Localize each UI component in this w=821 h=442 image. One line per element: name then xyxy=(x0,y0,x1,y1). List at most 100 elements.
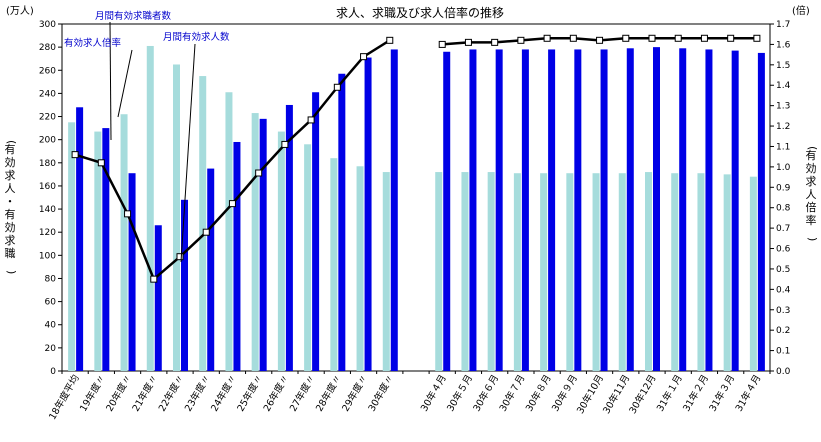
bar-job-openings xyxy=(259,118,267,371)
ratio-marker xyxy=(228,200,236,208)
bar-job-seekers xyxy=(68,122,76,371)
bar-job-openings xyxy=(207,168,215,371)
bar-job-openings xyxy=(128,173,136,371)
bar-job-seekers xyxy=(120,114,128,371)
bar-job-openings xyxy=(731,50,739,371)
left-tick-label: 220 xyxy=(39,113,56,123)
bar-job-openings xyxy=(574,49,582,372)
category-label: 23年度〃 xyxy=(182,373,213,414)
category-label: 29年度〃 xyxy=(339,373,370,414)
ratio-marker xyxy=(307,116,315,124)
bar-job-seekers xyxy=(225,92,233,371)
category-label: 30年６月 xyxy=(471,372,502,413)
ratio-marker xyxy=(753,34,761,42)
right-tick-label: 0.2 xyxy=(776,326,790,336)
bar-job-openings xyxy=(469,49,477,372)
bar-job-openings xyxy=(233,141,241,371)
bar-job-openings xyxy=(181,199,188,371)
left-tick-label: 140 xyxy=(39,205,56,215)
category-label: 30年４月 xyxy=(418,373,449,414)
annotation-leader xyxy=(117,49,133,118)
ratio-marker xyxy=(386,36,394,44)
bar-job-openings xyxy=(521,49,529,372)
left-tick-label: 100 xyxy=(39,251,56,261)
bar-job-seekers xyxy=(382,172,390,371)
ratio-marker xyxy=(674,34,682,42)
bar-job-seekers xyxy=(618,173,626,371)
bar-job-seekers xyxy=(94,131,102,371)
annotation-leader xyxy=(180,43,196,263)
category-label: 30年９月 xyxy=(549,373,580,414)
right-tick-label: 1.2 xyxy=(776,122,790,132)
ratio-marker xyxy=(464,38,472,46)
ratio-marker xyxy=(622,34,630,42)
bar-job-seekers xyxy=(146,45,154,372)
ratio-marker xyxy=(333,83,341,91)
bar-job-seekers xyxy=(566,173,574,371)
category-label: 27年度〃 xyxy=(287,373,318,414)
ratio-marker xyxy=(97,159,105,167)
ratio-marker xyxy=(176,253,184,261)
bar-job-seekers xyxy=(645,172,652,371)
bar-job-openings xyxy=(679,48,687,371)
bar-job-seekers xyxy=(697,173,705,371)
ratio-marker xyxy=(71,151,79,159)
right-tick-label: 1.5 xyxy=(776,61,790,71)
bar-job-openings xyxy=(495,49,503,372)
bar-job-openings xyxy=(364,57,372,371)
right-axis-title: (有効求人倍率) xyxy=(806,146,819,241)
category-label: 18年度平均 xyxy=(46,373,81,422)
bar-job-seekers xyxy=(356,166,364,371)
left-unit-label: (万人) xyxy=(6,5,34,17)
right-tick-label: 0.1 xyxy=(776,347,790,357)
category-label: 30年８月 xyxy=(523,373,554,414)
right-tick-label: 0.9 xyxy=(776,183,791,193)
left-axis-title: (有効求人・有効求職) xyxy=(5,140,18,274)
left-tick-label: 20 xyxy=(45,344,57,354)
left-tick-label: 260 xyxy=(39,66,56,76)
right-tick-label: 0.5 xyxy=(776,265,790,275)
bar-job-openings xyxy=(102,128,110,371)
category-label: 31年１月 xyxy=(654,373,685,414)
category-label: 22年度〃 xyxy=(156,373,187,414)
chart-title: 求人、求職及び求人倍率の推移 xyxy=(336,5,504,20)
bar-job-seekers xyxy=(513,173,521,371)
bar-job-seekers xyxy=(749,176,757,371)
bar-job-openings xyxy=(600,49,608,372)
bar-job-seekers xyxy=(304,144,312,371)
ratio-marker xyxy=(727,34,735,42)
bar-job-openings xyxy=(312,92,320,371)
left-tick-label: 60 xyxy=(45,298,57,308)
right-tick-label: 1.0 xyxy=(776,163,791,173)
bar-job-seekers xyxy=(487,172,495,371)
ratio-marker xyxy=(150,275,158,283)
category-label: 31年２月 xyxy=(680,373,711,414)
right-tick-label: 1.3 xyxy=(776,102,790,112)
bar-job-openings xyxy=(285,104,293,371)
ratio-marker xyxy=(596,36,604,44)
right-tick-label: 1.1 xyxy=(776,142,790,152)
category-label: 24年度〃 xyxy=(208,373,239,414)
category-label: 30年７月 xyxy=(497,373,528,414)
left-tick-label: 300 xyxy=(39,20,56,30)
right-tick-label: 0.7 xyxy=(776,224,790,234)
category-label: 30年度〃 xyxy=(366,373,397,414)
right-unit-label: (倍) xyxy=(792,4,810,17)
left-tick-label: 280 xyxy=(39,43,56,53)
bar-job-seekers xyxy=(199,76,207,372)
ratio-marker xyxy=(543,34,551,42)
bar-job-seekers xyxy=(277,131,285,371)
ratio-marker xyxy=(569,34,577,42)
annotation-job-seekers: 月間有効求職者数 xyxy=(95,10,172,22)
right-tick-label: 1.7 xyxy=(776,20,790,30)
category-label: 31年３月 xyxy=(707,373,738,414)
bar-job-seekers xyxy=(435,172,443,371)
right-tick-label: 1.6 xyxy=(776,40,791,50)
bar-job-seekers xyxy=(330,158,338,371)
left-tick-label: 0 xyxy=(50,367,56,377)
ratio-marker xyxy=(124,210,132,218)
right-tick-label: 0.0 xyxy=(776,367,791,377)
right-tick-label: 0.3 xyxy=(776,306,790,316)
plot-area: 0 20 40 60 80 100 120 140 160 180 200 220 240 260 280 3… xyxy=(5,10,819,422)
